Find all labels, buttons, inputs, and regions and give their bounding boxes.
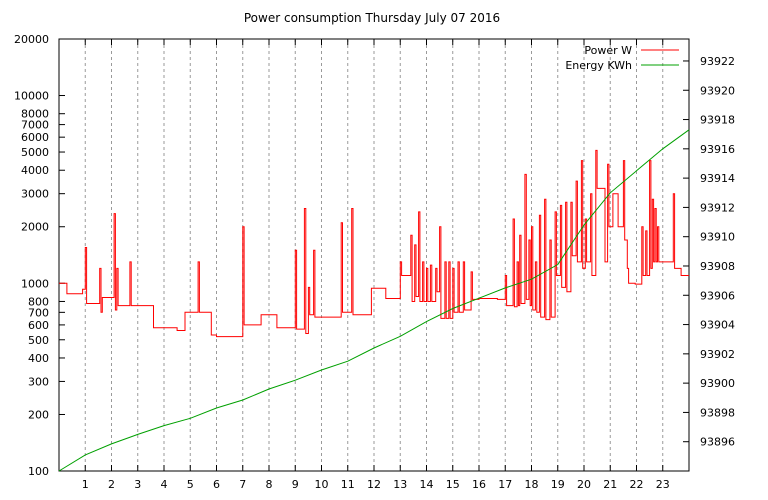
y-right-tick-label: 93922	[700, 55, 735, 68]
x-tick-label: 14	[420, 478, 434, 491]
x-tick-label: 16	[472, 478, 486, 491]
y-right-tick-label: 93898	[700, 406, 735, 419]
y-left-tick-label: 7000	[21, 119, 49, 132]
x-tick-label: 9	[292, 478, 299, 491]
y-left-tick-label: 100	[28, 465, 49, 478]
y-right-tick-label: 93902	[700, 348, 735, 361]
y-left-tick-label: 800	[28, 295, 49, 308]
x-tick-label: 11	[341, 478, 355, 491]
y-left-tick-label: 4000	[21, 164, 49, 177]
y-left-tick-label: 2000	[21, 221, 49, 234]
y-left-tick-label: 10000	[14, 90, 49, 103]
y-right-tick-label: 93896	[700, 436, 735, 449]
y-right-tick-label: 93908	[700, 260, 735, 273]
x-tick-label: 15	[446, 478, 460, 491]
y-left-tick-label: 20000	[14, 33, 49, 46]
plot-series	[58, 129, 690, 472]
x-tick-label: 6	[213, 478, 220, 491]
y-left-tick-label: 5000	[21, 146, 49, 159]
y-right-tick-label: 93912	[700, 201, 735, 214]
y-right-tick-label: 93918	[700, 114, 735, 127]
y-right-tick-label: 93916	[700, 143, 735, 156]
y-left-tick-label: 200	[28, 408, 49, 421]
x-tick-label: 2	[108, 478, 115, 491]
vertical-grid	[84, 39, 664, 471]
y-right-tick-label: 93900	[700, 377, 735, 390]
x-tick-label: 18	[525, 478, 539, 491]
y-left-tick-label: 3000	[21, 188, 49, 201]
x-tick-label: 10	[315, 478, 329, 491]
x-tick-label: 7	[239, 478, 246, 491]
x-tick-label: 20	[577, 478, 591, 491]
power-series-line	[59, 149, 689, 338]
x-tick-label: 17	[498, 478, 512, 491]
legend: Power W Energy KWh	[565, 44, 679, 72]
y-right-tick-label: 93904	[700, 319, 735, 332]
x-tick-label: 23	[656, 478, 670, 491]
y-right-tick-label: 93920	[700, 84, 735, 97]
y-left-tick-label: 8000	[21, 108, 49, 121]
x-tick-label: 3	[134, 478, 141, 491]
x-tick-label: 13	[393, 478, 407, 491]
x-tick-label: 5	[187, 478, 194, 491]
y-left-tick-label: 400	[28, 352, 49, 365]
x-tick-label: 4	[161, 478, 168, 491]
y-left-tick-label: 600	[28, 319, 49, 332]
x-tick-label: 8	[266, 478, 273, 491]
x-tick-label: 12	[367, 478, 381, 491]
x-axis: 1 2 3 4 5 6 7 8 9 10 11 12 13 14 15 16 17 18 19 20 21 22 23	[82, 39, 670, 491]
legend-power-label: Power W	[584, 44, 632, 57]
y-axis-right: 93896 93898 93900 93902 93904 93906 93908 93910…	[683, 55, 735, 449]
legend-energy-label: Energy KWh	[565, 59, 632, 72]
y-left-tick-label: 300	[28, 375, 49, 388]
y-left-tick-label: 1000	[21, 277, 49, 290]
y-left-tick-label: 6000	[21, 131, 49, 144]
y-left-tick-label: 500	[28, 334, 49, 347]
x-tick-label: 1	[82, 478, 89, 491]
y-right-tick-label: 93914	[700, 172, 735, 185]
y-right-tick-label: 93910	[700, 231, 735, 244]
y-right-tick-label: 93906	[700, 289, 735, 302]
x-tick-label: 19	[551, 478, 565, 491]
chart-title: Power consumption Thursday July 07 2016	[244, 11, 500, 25]
x-tick-label: 21	[603, 478, 617, 491]
x-tick-label: 22	[630, 478, 644, 491]
y-left-tick-label: 700	[28, 306, 49, 319]
energy-series-line	[58, 129, 690, 472]
